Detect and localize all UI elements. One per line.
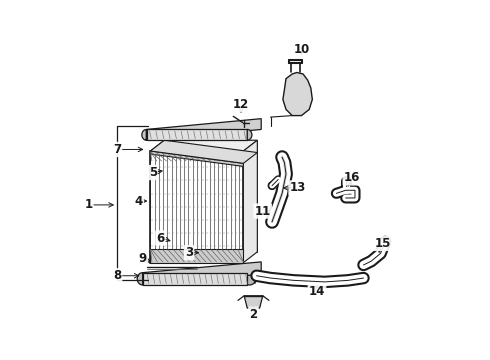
Polygon shape: [283, 72, 312, 116]
Polygon shape: [150, 249, 244, 263]
Text: 3: 3: [185, 246, 193, 259]
Circle shape: [204, 253, 210, 259]
Polygon shape: [150, 140, 257, 151]
Text: 8: 8: [113, 269, 121, 282]
Polygon shape: [143, 273, 247, 285]
Text: 10: 10: [294, 43, 310, 56]
Polygon shape: [150, 151, 244, 263]
Polygon shape: [150, 151, 244, 166]
Text: 4: 4: [135, 194, 143, 208]
Text: 9: 9: [139, 252, 147, 265]
Text: 14: 14: [309, 285, 325, 298]
Text: 5: 5: [148, 166, 157, 179]
Polygon shape: [244, 296, 263, 308]
Text: 15: 15: [375, 237, 391, 250]
Circle shape: [268, 182, 276, 189]
Polygon shape: [137, 273, 143, 285]
Polygon shape: [164, 140, 257, 252]
Text: 2: 2: [249, 308, 258, 321]
Text: 7: 7: [113, 143, 121, 156]
Polygon shape: [143, 262, 261, 285]
Polygon shape: [247, 130, 252, 140]
Text: 11: 11: [255, 204, 271, 217]
Circle shape: [244, 273, 256, 285]
Circle shape: [241, 124, 247, 130]
Text: 12: 12: [233, 98, 249, 111]
Polygon shape: [150, 140, 257, 163]
Text: 16: 16: [343, 171, 360, 184]
Polygon shape: [147, 119, 261, 140]
Polygon shape: [142, 130, 147, 140]
Text: 1: 1: [84, 198, 93, 211]
Polygon shape: [244, 140, 257, 263]
Polygon shape: [147, 130, 247, 140]
Text: 13: 13: [290, 181, 306, 194]
Text: 6: 6: [156, 231, 165, 244]
Circle shape: [201, 250, 212, 261]
